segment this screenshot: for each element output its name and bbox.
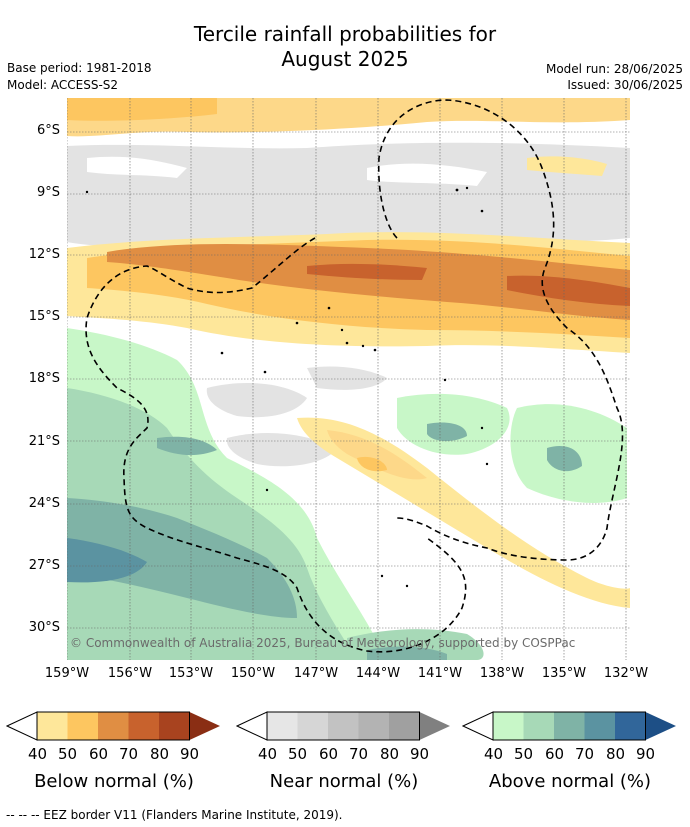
colorbar-above-tick-50: 50 bbox=[514, 745, 534, 763]
map-title: Tercile rainfall probabilities for Augus… bbox=[0, 22, 690, 72]
colorbar-below-over-arrow bbox=[189, 712, 220, 740]
colorbar-below-normal bbox=[6, 711, 222, 741]
colorbar-near-swatch-60 bbox=[328, 712, 359, 740]
eez-footnote: -- -- -- EEZ border V11 (Flanders Marine… bbox=[6, 808, 343, 822]
colorbar-above-tick-80: 80 bbox=[606, 745, 626, 763]
lat-tick-27s: 27°S bbox=[28, 558, 60, 573]
base-period-label: Base period: 1981-2018 bbox=[7, 61, 152, 75]
colorbar-near-tick-40: 40 bbox=[258, 745, 278, 763]
colorbar-below-tick-70: 70 bbox=[119, 745, 139, 763]
colorbar-near-over-arrow bbox=[419, 712, 450, 740]
lon-tick-159w: 159°W bbox=[44, 666, 90, 681]
colorbar-near-under-arrow bbox=[236, 711, 268, 741]
colorbar-below-tick-80: 80 bbox=[150, 745, 170, 763]
colorbar-below-swatch-60 bbox=[98, 712, 129, 740]
islands bbox=[85, 186, 489, 588]
colorbar-below-swatch-50 bbox=[67, 712, 98, 740]
map-canvas bbox=[67, 98, 630, 660]
colorbar-above-tick-70: 70 bbox=[575, 745, 595, 763]
map-gridlines bbox=[67, 98, 630, 660]
lon-tick-147w: 147°W bbox=[293, 666, 339, 681]
eez-borders bbox=[85, 99, 624, 653]
colorbar-below-swatch-70 bbox=[128, 712, 159, 740]
colorbar-near-tick-90: 90 bbox=[410, 745, 430, 763]
colorbar-below-swatch-40 bbox=[37, 712, 68, 740]
lat-tick-24s: 24°S bbox=[28, 496, 60, 511]
colorbar-above-tick-40: 40 bbox=[484, 745, 504, 763]
lon-tick-153w: 153°W bbox=[168, 666, 214, 681]
colorbar-above-tick-60: 60 bbox=[545, 745, 565, 763]
colorbar-below-tick-40: 40 bbox=[28, 745, 48, 763]
colorbar-near-swatch-80 bbox=[389, 712, 420, 740]
colorbar-below-title: Below normal (%) bbox=[34, 771, 194, 792]
colorbar-above-normal bbox=[462, 711, 678, 741]
colorbar-above-swatch-60 bbox=[554, 712, 585, 740]
colorbar-near-tick-50: 50 bbox=[288, 745, 308, 763]
colorbar-near-tick-80: 80 bbox=[380, 745, 400, 763]
lon-tick-144w: 144°W bbox=[355, 666, 401, 681]
lat-tick-15s: 15°S bbox=[28, 309, 60, 324]
lon-tick-135w: 135°W bbox=[541, 666, 587, 681]
colorbar-above-tick-90: 90 bbox=[636, 745, 656, 763]
model-label: Model: ACCESS-S2 bbox=[7, 78, 119, 92]
model-run-label: Model run: 28/06/2025 bbox=[545, 62, 683, 76]
colorbar-near-normal-swatches bbox=[236, 711, 450, 741]
colorbar-below-tick-60: 60 bbox=[89, 745, 109, 763]
copyright-notice: © Commonwealth of Australia 2025, Bureau… bbox=[70, 636, 576, 650]
lat-tick-21s: 21°S bbox=[28, 434, 60, 449]
colorbar-above-swatch-40 bbox=[493, 712, 524, 740]
lon-tick-150w: 150°W bbox=[230, 666, 276, 681]
colorbar-above-title: Above normal (%) bbox=[488, 771, 652, 792]
colorbar-below-normal-swatches bbox=[6, 711, 220, 741]
lat-tick-30s: 30°S bbox=[28, 620, 60, 635]
lat-tick-9s: 9°S bbox=[36, 185, 60, 200]
colorbar-near-swatch-70 bbox=[358, 712, 389, 740]
colorbar-near-tick-60: 60 bbox=[319, 745, 339, 763]
lat-tick-18s: 18°S bbox=[28, 371, 60, 386]
issued-label: Issued: 30/06/2025 bbox=[567, 78, 683, 92]
colorbar-above-swatch-70 bbox=[584, 712, 615, 740]
lon-tick-138w: 138°W bbox=[479, 666, 525, 681]
colorbar-below-tick-50: 50 bbox=[58, 745, 78, 763]
lat-tick-12s: 12°S bbox=[28, 247, 60, 262]
lon-tick-132w: 132°W bbox=[603, 666, 649, 681]
colorbar-above-swatch-80 bbox=[615, 712, 646, 740]
colorbar-below-under-arrow bbox=[6, 711, 38, 741]
colorbar-near-normal bbox=[236, 711, 452, 741]
colorbar-above-swatch-50 bbox=[523, 712, 554, 740]
colorbar-above-normal-swatches bbox=[462, 711, 676, 741]
lon-tick-141w: 141°W bbox=[417, 666, 463, 681]
colorbar-below-swatch-80 bbox=[159, 712, 190, 740]
colorbar-near-title: Near normal (%) bbox=[269, 771, 419, 792]
colorbar-near-tick-70: 70 bbox=[349, 745, 369, 763]
lat-tick-6s: 6°S bbox=[36, 123, 60, 138]
lon-tick-156w: 156°W bbox=[107, 666, 153, 681]
colorbar-near-swatch-40 bbox=[267, 712, 298, 740]
colorbar-below-tick-90: 90 bbox=[180, 745, 200, 763]
colorbar-near-swatch-50 bbox=[297, 712, 328, 740]
colorbar-above-under-arrow bbox=[462, 711, 494, 741]
probability-map: © Commonwealth of Australia 2025, Bureau… bbox=[67, 98, 630, 660]
title-line-1: Tercile rainfall probabilities for bbox=[193, 22, 497, 46]
colorbar-above-over-arrow bbox=[645, 712, 676, 740]
title-line-2: August 2025 bbox=[281, 47, 409, 71]
